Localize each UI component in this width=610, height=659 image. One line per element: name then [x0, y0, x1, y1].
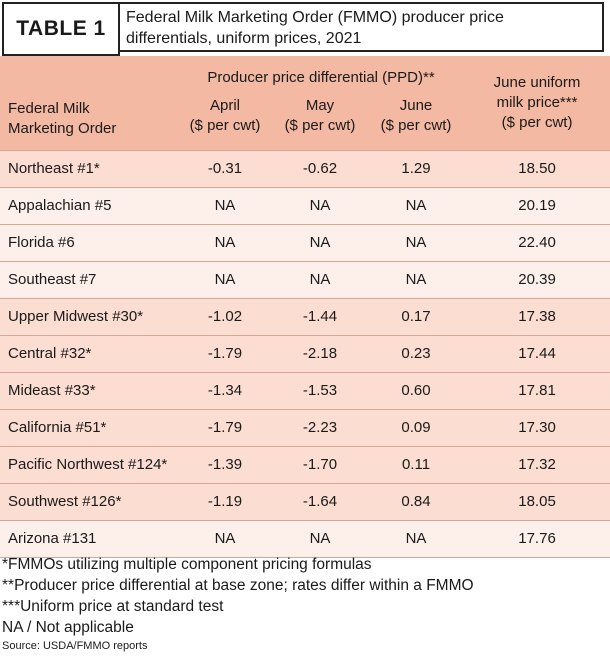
cell: 0.17 [368, 297, 465, 335]
cell: -1.44 [272, 297, 368, 335]
row-name: California #51* [0, 408, 178, 446]
table-row: Pacific Northwest #124* -1.39 -1.70 0.11 17.… [0, 445, 610, 483]
cell: 22.40 [464, 223, 610, 261]
table-row: Central #32* -1.79 -2.18 0.23 17.44 [0, 334, 610, 372]
cell: 17.81 [464, 371, 610, 409]
cell: 17.44 [464, 334, 610, 372]
row-header: Federal Milk Marketing Order [0, 56, 178, 150]
header: TABLE 1 Federal Milk Marketing Order (FM… [0, 0, 610, 56]
cell: 20.39 [464, 260, 610, 298]
cell: 17.38 [464, 297, 610, 335]
table-row: California #51* -1.79 -2.23 0.09 17.30 [0, 408, 610, 446]
cell: 0.60 [368, 371, 465, 409]
footnote: **Producer price differential at base zo… [2, 577, 474, 594]
cell: -0.31 [178, 149, 272, 187]
column-unit: ($ per cwt) [380, 117, 452, 134]
row-name: Southeast #7 [0, 260, 178, 298]
table-row: Upper Midwest #30* -1.02 -1.44 0.17 17.38 [0, 297, 610, 335]
column-unit: ($ per cwt) [284, 117, 356, 134]
row-name: Southwest #126* [0, 482, 178, 520]
table-row: Appalachian #5 NA NA NA 20.19 [0, 186, 610, 224]
group-header: Producer price differential (PPD)** [178, 56, 465, 92]
column-unit: ($ per cwt) [501, 113, 573, 131]
cell: -1.53 [272, 371, 368, 409]
cell: 1.29 [368, 149, 465, 187]
cell: NA [368, 260, 465, 298]
cell: -1.64 [272, 482, 368, 520]
column-header: June ($ per cwt) [368, 92, 465, 150]
cell: 20.19 [464, 186, 610, 224]
cell: -1.70 [272, 445, 368, 483]
table-row: Florida #6 NA NA NA 22.40 [0, 223, 610, 261]
cell: NA [272, 223, 368, 261]
cell: 0.11 [368, 445, 465, 483]
column-name: April [209, 97, 240, 114]
row-name: Appalachian #5 [0, 186, 178, 224]
cell: NA [178, 260, 272, 298]
footnote: *FMMOs utilizing multiple component pric… [2, 556, 372, 573]
column-header: April ($ per cwt) [178, 92, 272, 150]
cell: -1.02 [178, 297, 272, 335]
row-name: Florida #6 [0, 223, 178, 261]
cell: 17.76 [464, 519, 610, 558]
cell: NA [178, 519, 272, 558]
column-name: June [399, 97, 433, 114]
cell: 17.32 [464, 445, 610, 483]
cell: NA [368, 519, 465, 558]
cell: NA [272, 519, 368, 558]
cell: NA [178, 223, 272, 261]
source: Source: USDA/FMMO reports [2, 640, 148, 652]
column-header: June uniform milk price*** ($ per cwt) [464, 56, 610, 150]
cell: NA [272, 260, 368, 298]
cell: NA [368, 223, 465, 261]
cell: 17.30 [464, 408, 610, 446]
cell: NA [178, 186, 272, 224]
table-row: Mideast #33* -1.34 -1.53 0.60 17.81 [0, 371, 610, 409]
cell: -1.19 [178, 482, 272, 520]
column-name: June uniform milk price*** [493, 73, 581, 111]
row-name: Mideast #33* [0, 371, 178, 409]
footnote: ***Uniform price at standard test [2, 598, 224, 615]
table-row: Southeast #7 NA NA NA 20.39 [0, 260, 610, 298]
footnote: NA / Not applicable [2, 619, 134, 636]
column-unit: ($ per cwt) [189, 117, 261, 134]
cell: -2.18 [272, 334, 368, 372]
cell: -2.23 [272, 408, 368, 446]
footnotes: *FMMOs utilizing multiple component pric… [2, 554, 608, 654]
cell: -0.62 [272, 149, 368, 187]
row-name: Upper Midwest #30* [0, 297, 178, 335]
cell: 18.05 [464, 482, 610, 520]
column-name: May [305, 97, 335, 114]
table-row: Southwest #126* -1.19 -1.64 0.84 18.05 [0, 482, 610, 520]
row-name: Central #32* [0, 334, 178, 372]
cell: -1.39 [178, 445, 272, 483]
cell: NA [368, 186, 465, 224]
table-label: TABLE 1 [2, 2, 120, 56]
cell: NA [272, 186, 368, 224]
table-body: Northeast #1* -0.31 -0.62 1.29 18.50 Appalach… [0, 149, 610, 558]
row-name: Northeast #1* [0, 149, 178, 187]
table-row: Northeast #1* -0.31 -0.62 1.29 18.50 [0, 149, 610, 187]
cell: 0.23 [368, 334, 465, 372]
cell: 0.84 [368, 482, 465, 520]
cell: -1.34 [178, 371, 272, 409]
row-header-text: Federal Milk Marketing Order [8, 99, 117, 137]
head-row: Federal Milk Marketing Order Producer pr… [0, 56, 610, 150]
cell: 0.09 [368, 408, 465, 446]
row-name: Pacific Northwest #124* [0, 445, 178, 483]
table-head: Federal Milk Marketing Order Producer pr… [0, 56, 610, 150]
row-name: Arizona #131 [0, 519, 178, 558]
table-title: Federal Milk Marketing Order (FMMO) prod… [118, 2, 604, 52]
cell: 18.50 [464, 149, 610, 187]
cell: -1.79 [178, 334, 272, 372]
column-header: May ($ per cwt) [272, 92, 368, 150]
table-row: Arizona #131 NA NA NA 17.76 [0, 519, 610, 558]
head-row: April ($ per cwt) May ($ per cwt) June ($ per… [0, 92, 610, 150]
cell: -1.79 [178, 408, 272, 446]
data-table: Federal Milk Marketing Order Producer pr… [0, 56, 610, 558]
